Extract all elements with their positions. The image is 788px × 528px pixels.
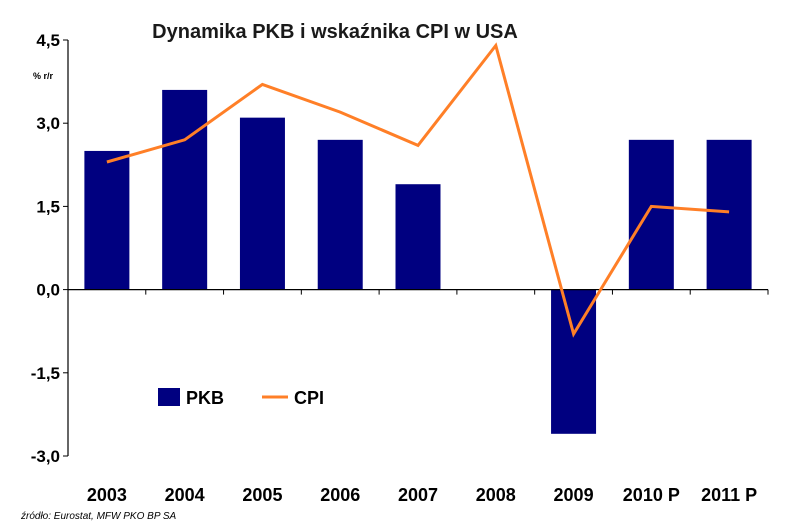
pkb-bars [84, 89, 752, 434]
y-tick-label: -1,5 [31, 364, 60, 383]
y-axis-ticks: 4,5 3,0 1,5 0,0 -1,5 -3,0 [31, 31, 68, 466]
x-tick-label: 2005 [242, 485, 282, 505]
x-tick-label: 2008 [476, 485, 516, 505]
source-note: źródło: Eurostat, MFW PKO BP SA [20, 511, 177, 522]
unit-label: % r/r [33, 71, 54, 81]
pkb-bar-2006 [317, 139, 363, 290]
y-tick-label: -3,0 [31, 447, 60, 466]
pkb-bar-2010-p [628, 139, 674, 290]
pkb-bar-2007 [395, 184, 441, 290]
x-tick-label: 2010 P [623, 485, 680, 505]
x-tick-label: 2006 [320, 485, 360, 505]
pkb-bar-2005 [239, 117, 285, 290]
y-tick-label: 3,0 [36, 114, 60, 133]
y-tick-label: 0,0 [36, 281, 60, 300]
x-tick-label: 2003 [87, 485, 127, 505]
pkb-bar-2004 [162, 89, 208, 290]
pkb-bar-2011-p [706, 139, 752, 290]
legend-swatch-pkb [158, 388, 180, 406]
legend: PKB CPI [158, 388, 324, 408]
legend-label-pkb: PKB [186, 388, 224, 408]
cpi-line-layer [106, 42, 730, 338]
y-tick-label: 4,5 [36, 31, 60, 50]
legend-label-cpi: CPI [294, 388, 324, 408]
x-tick-label: 2004 [165, 485, 205, 505]
chart-title: Dynamika PKB i wskaźnika CPI w USA [152, 21, 518, 43]
pkb-bar-2009 [551, 289, 597, 434]
y-tick-label: 1,5 [36, 197, 60, 216]
pkb-bar-2003 [84, 150, 130, 290]
cpi-line [106, 42, 730, 338]
x-axis-ticks: 2003 2004 2005 2006 2007 2008 2009 2010 P 2011 P [87, 485, 757, 505]
axes [67, 40, 769, 456]
x-tick-label: 2011 P [701, 485, 757, 505]
x-tick-label: 2007 [398, 485, 438, 505]
x-tick-label: 2009 [554, 485, 594, 505]
